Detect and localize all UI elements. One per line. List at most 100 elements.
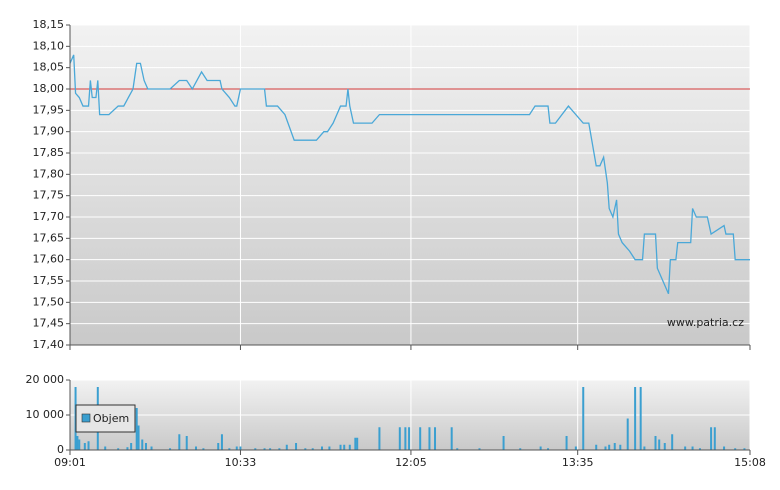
volume-bar bbox=[404, 427, 407, 450]
y-tick-label: 18,00 bbox=[33, 82, 65, 95]
y-tick-label: 17,60 bbox=[33, 253, 65, 266]
volume-bar bbox=[710, 427, 713, 450]
volume-bar bbox=[354, 437, 357, 450]
volume-bar bbox=[428, 427, 431, 450]
volume-bar bbox=[408, 427, 411, 450]
volume-bar bbox=[634, 387, 637, 450]
volume-bar bbox=[150, 446, 153, 450]
volume-bar bbox=[185, 436, 188, 450]
legend-label: Objem bbox=[93, 412, 129, 425]
y-tick-label: 17,50 bbox=[33, 295, 65, 308]
volume-bar bbox=[339, 444, 342, 450]
volume-bar bbox=[539, 446, 542, 450]
y-tick-label: 17,55 bbox=[33, 274, 65, 287]
volume-bar bbox=[723, 446, 726, 450]
y-tick-label: 17,95 bbox=[33, 103, 65, 116]
volume-bar bbox=[343, 444, 346, 450]
volume-bar bbox=[356, 437, 359, 450]
volume-bar bbox=[304, 448, 307, 450]
volume-bar bbox=[713, 427, 716, 450]
volume-bar bbox=[643, 446, 646, 450]
volume-bar bbox=[478, 448, 481, 450]
volume-bar bbox=[608, 444, 611, 450]
y-tick-label: 20 000 bbox=[26, 373, 65, 386]
volume-bar bbox=[398, 427, 401, 450]
volume-bar bbox=[654, 436, 657, 450]
volume-bar bbox=[78, 439, 81, 450]
volume-bar bbox=[194, 446, 197, 450]
volume-bar bbox=[178, 434, 181, 450]
y-tick-label: 17,45 bbox=[33, 317, 65, 330]
volume-bar bbox=[684, 446, 687, 450]
volume-bar bbox=[295, 443, 298, 450]
y-tick-label: 17,70 bbox=[33, 210, 65, 223]
volume-bar bbox=[419, 427, 422, 450]
x-tick-label: 13:35 bbox=[562, 456, 594, 469]
volume-bar bbox=[202, 448, 205, 450]
volume-bar bbox=[734, 448, 737, 450]
y-tick-label: 17,40 bbox=[33, 338, 65, 351]
volume-bar bbox=[76, 436, 79, 450]
y-tick-label: 17,65 bbox=[33, 231, 65, 244]
volume-bar bbox=[671, 434, 674, 450]
volume-bar bbox=[87, 441, 90, 450]
volume-bar bbox=[595, 444, 598, 450]
volume-bar bbox=[104, 446, 107, 450]
volume-bar bbox=[220, 434, 223, 450]
volume-bar bbox=[663, 443, 666, 450]
volume-bar bbox=[348, 444, 351, 450]
volume-bar bbox=[434, 427, 437, 450]
volume-bar bbox=[456, 448, 459, 450]
volume-bar bbox=[639, 387, 642, 450]
x-tick-label: 09:01 bbox=[54, 456, 86, 469]
volume-bar bbox=[502, 436, 505, 450]
volume-bar bbox=[83, 443, 86, 450]
volume-bar bbox=[239, 446, 242, 450]
y-tick-label: 10 000 bbox=[26, 408, 65, 421]
volume-bar bbox=[574, 446, 577, 450]
volume-bar bbox=[137, 425, 140, 450]
volume-bar bbox=[235, 446, 238, 450]
volume-bar bbox=[135, 408, 138, 450]
volume-bar bbox=[450, 427, 453, 450]
volume-bar bbox=[582, 387, 585, 450]
volume-bar bbox=[217, 443, 220, 450]
volume-bar bbox=[619, 444, 622, 450]
x-tick-label: 10:33 bbox=[225, 456, 257, 469]
volume-bar bbox=[278, 448, 281, 450]
watermark: www.patria.cz bbox=[667, 316, 744, 329]
volume-bar bbox=[130, 443, 133, 450]
volume-bar bbox=[311, 448, 314, 450]
volume-bar bbox=[285, 444, 288, 450]
x-tick-label: 15:08 bbox=[734, 456, 766, 469]
volume-bar bbox=[320, 446, 323, 450]
volume-bar bbox=[565, 436, 568, 450]
volume-bar bbox=[328, 446, 331, 450]
volume-bar bbox=[263, 448, 266, 450]
volume-bar bbox=[743, 448, 746, 450]
volume-bar bbox=[228, 448, 231, 450]
y-tick-label: 17,85 bbox=[33, 146, 65, 159]
volume-bar bbox=[691, 446, 694, 450]
volume-bar bbox=[604, 446, 607, 450]
price-line bbox=[69, 54, 750, 295]
x-tick-label: 12:05 bbox=[395, 456, 427, 469]
volume-bar bbox=[126, 447, 129, 450]
y-tick-label: 17,80 bbox=[33, 167, 65, 180]
y-tick-label: 18,15 bbox=[33, 18, 65, 31]
volume-bar bbox=[519, 448, 522, 450]
legend-swatch bbox=[81, 413, 91, 423]
price-plot-area bbox=[70, 25, 750, 345]
y-tick-label: 0 bbox=[57, 443, 64, 456]
volume-bar bbox=[626, 418, 629, 450]
y-tick-label: 17,75 bbox=[33, 189, 65, 202]
y-tick-label: 18,10 bbox=[33, 39, 65, 52]
volume-bar bbox=[254, 448, 257, 450]
volume-bar bbox=[117, 448, 120, 450]
volume-bar bbox=[141, 439, 144, 450]
volume-bar bbox=[613, 443, 616, 450]
volume-bar bbox=[547, 448, 550, 450]
y-tick-label: 17,90 bbox=[33, 125, 65, 138]
volume-bar bbox=[269, 448, 272, 450]
